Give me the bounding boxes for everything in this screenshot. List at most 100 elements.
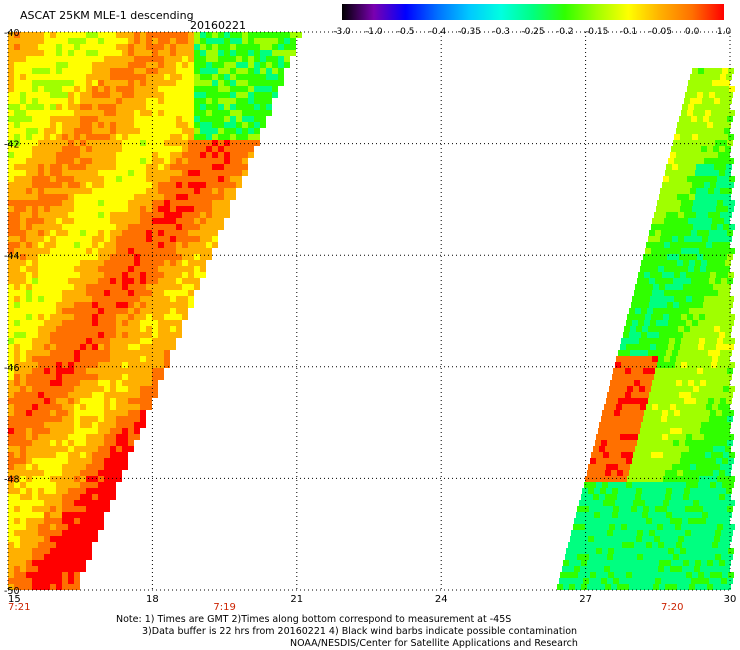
swath-cell <box>206 188 212 194</box>
swath-cell <box>50 170 56 176</box>
swath-cell <box>194 98 200 104</box>
swath-cell <box>650 548 656 554</box>
swath-cell <box>140 116 146 122</box>
swath-cell <box>8 284 14 290</box>
swath-cell <box>685 254 691 260</box>
swath-cell <box>717 452 723 458</box>
swath-cell <box>719 332 725 338</box>
swath-cell <box>104 428 110 434</box>
swath-cell <box>224 50 230 56</box>
swath-cell <box>50 524 56 530</box>
swath-cell <box>699 476 705 482</box>
swath-cell <box>68 440 74 446</box>
swath-cell <box>56 362 62 368</box>
swath-cell <box>56 326 62 332</box>
swath-cell <box>86 140 92 146</box>
swath-cell <box>631 416 637 422</box>
swath-cell <box>50 452 56 458</box>
swath-cell <box>116 470 122 476</box>
swath-cell <box>693 314 699 320</box>
swath-cell <box>56 296 62 302</box>
swath-cell <box>170 314 176 320</box>
swath-cell <box>134 374 140 380</box>
swath-cell <box>634 356 640 362</box>
swath-cell <box>14 74 20 80</box>
swath-cell <box>680 410 686 416</box>
swath-cell <box>26 98 32 104</box>
swath-cell <box>68 332 74 338</box>
swath-cell <box>632 410 638 416</box>
swath-cell <box>182 92 188 98</box>
swath-cell <box>719 584 725 590</box>
swath-cell <box>722 572 728 578</box>
swath-cell <box>625 392 631 398</box>
swath-cell <box>104 350 110 356</box>
swath-cell <box>697 140 703 146</box>
swath-cell <box>260 38 266 44</box>
swath-cell <box>706 380 712 386</box>
swath-cell <box>674 548 680 554</box>
swath-cell <box>200 62 206 68</box>
swath-cell <box>712 290 718 296</box>
swath-cell <box>110 494 116 500</box>
swath-cell <box>44 392 50 398</box>
swath-cell <box>26 158 32 164</box>
swath-cell <box>62 104 68 110</box>
swath-cell <box>707 470 713 476</box>
swath-cell <box>50 506 56 512</box>
swath-cell <box>14 176 20 182</box>
swath-cell <box>218 50 224 56</box>
swath-cell <box>56 338 62 344</box>
swath-cell <box>188 290 194 296</box>
swath-cell <box>158 266 164 272</box>
swath-cell <box>68 56 74 62</box>
swath-cell <box>652 266 658 272</box>
swath-cell <box>98 446 104 452</box>
swath-cell <box>638 344 644 350</box>
swath-cell <box>176 182 182 188</box>
swath-cell <box>170 206 176 212</box>
swath-cell <box>146 308 152 314</box>
swath-cell <box>80 254 86 260</box>
swath-cell <box>640 518 646 524</box>
swath-cell <box>170 284 176 290</box>
swath-cell <box>56 218 62 224</box>
swath-cell <box>152 320 158 326</box>
swath-cell <box>712 128 718 134</box>
swath-cell <box>56 134 62 140</box>
swath-cell <box>110 266 116 272</box>
swath-cell <box>68 146 74 152</box>
swath-cell <box>80 416 86 422</box>
swath-cell <box>80 44 86 50</box>
swath-cell <box>44 158 50 164</box>
swath-cell <box>666 350 672 356</box>
swath-cell <box>728 482 734 488</box>
swath-cell <box>146 38 152 44</box>
swath-cell <box>152 254 158 260</box>
swath-cell <box>687 452 693 458</box>
swath-cell <box>627 386 633 392</box>
swath-cell <box>128 284 134 290</box>
swath-cell <box>224 170 230 176</box>
swath-cell <box>140 176 146 182</box>
swath-cell <box>152 338 158 344</box>
swath-cell <box>714 74 720 80</box>
swath-cell <box>98 86 104 92</box>
swath-cell <box>585 500 591 506</box>
swath-cell <box>140 62 146 68</box>
swath-cell <box>707 494 713 500</box>
swath-cell <box>596 548 602 554</box>
swath-cell <box>44 368 50 374</box>
swath-cell <box>648 536 654 542</box>
swath-cell <box>652 428 658 434</box>
swath-cell <box>613 368 619 374</box>
swath-cell <box>38 506 44 512</box>
swath-cell <box>580 542 586 548</box>
swath-cell <box>697 506 703 512</box>
swath-cell <box>104 74 110 80</box>
swath-cell <box>711 386 717 392</box>
swath-cell <box>74 542 80 548</box>
swath-cell <box>128 302 134 308</box>
swath-cell <box>254 38 260 44</box>
swath-cell <box>701 284 707 290</box>
